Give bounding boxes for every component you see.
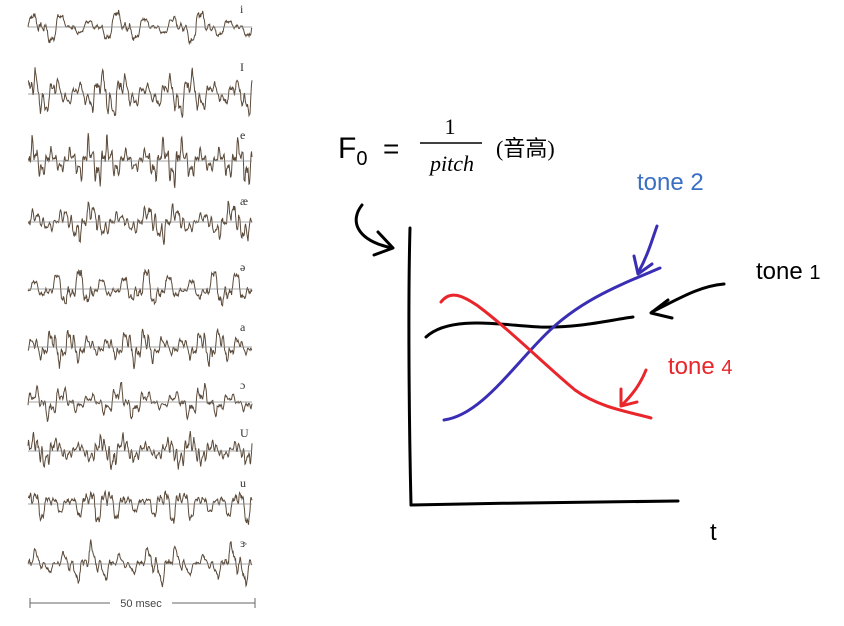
tone1-curve [424,315,635,339]
waveform-trace [27,430,253,470]
x-axis [409,499,680,507]
waveform-trace [27,200,253,245]
tone1-label: tone 1 [756,258,821,285]
formula-f: F [338,132,356,165]
vowel-label: ə [240,260,245,274]
waveform-trace [27,327,253,370]
waveform-trace [27,268,253,307]
tone2-pointer-arrow [632,224,659,276]
vowel-label: u [240,476,246,490]
vowel-label: i [240,2,244,16]
y-axis [407,226,413,507]
f0-formula: F0 = 1 pitch (音高) [338,114,555,176]
formula-gloss: (音高) [496,136,555,161]
duration-scale-bar: 50 msec [29,596,256,610]
plot-axes [407,226,680,507]
waveform-trace [28,489,253,525]
formula-numerator: 1 [445,114,456,139]
tone4-label: tone 4 [668,353,733,380]
waveform-trace [27,382,253,422]
vowel-label: I [240,60,244,74]
tone2-label: tone 2 [637,169,704,196]
tone4-curve [439,293,653,420]
waveform-trace [27,9,253,46]
vowel-label: U [240,426,249,440]
tone-curves [424,266,662,422]
vowel-label: æ [240,194,248,208]
formula-subscript: 0 [356,148,367,170]
vowel-label: a [240,320,246,334]
x-axis-label: t [710,519,717,546]
waveform-trace [27,67,253,118]
formula-pointer-arrow [354,203,395,257]
formula-equals: = [383,133,399,164]
svg-text:F0: F0 [338,132,367,170]
waveform-trace [27,539,253,588]
formula-denominator: pitch [428,151,474,176]
tone1-pointer-arrow [649,282,726,320]
vowel-label: e [240,128,245,142]
tone2-curve [442,266,662,422]
waveform-trace [27,133,253,188]
tone4-pointer-arrow [619,368,648,408]
duration-label: 50 msec [120,598,162,610]
vowel-waveform-panel: i Ie æ ə a ɔ Uu ɝ [27,2,253,588]
vowel-label: ɔ [240,378,245,392]
vowel-label: ɝ [240,536,248,550]
